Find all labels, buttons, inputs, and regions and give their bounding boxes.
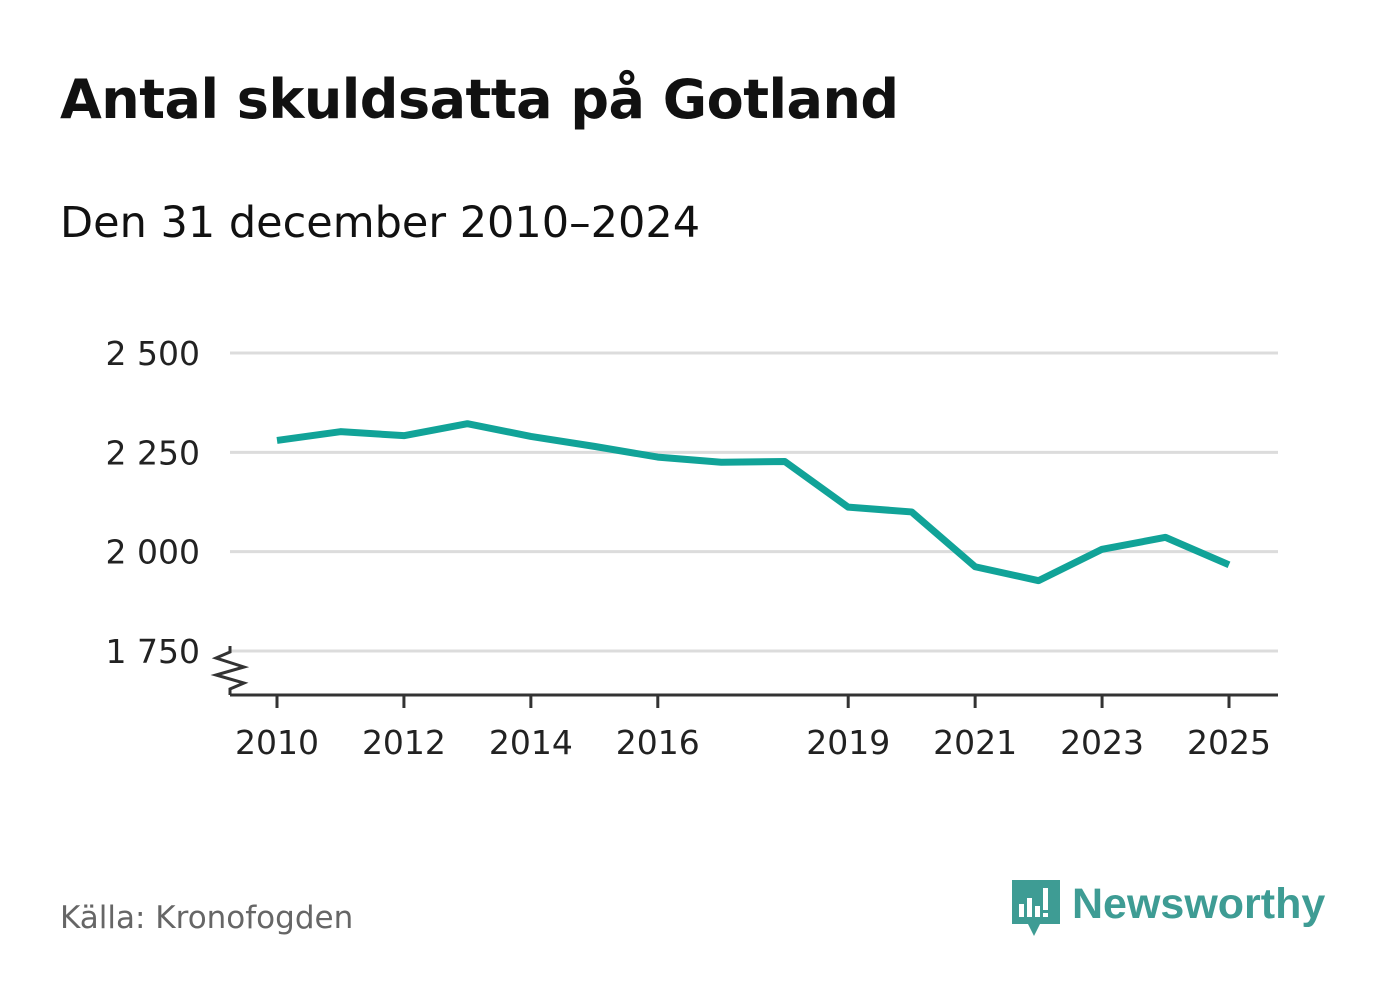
axis-break-icon	[210, 646, 250, 695]
x-tick-label: 2016	[616, 723, 700, 762]
data-point-2016	[654, 454, 661, 461]
data-point-2015	[591, 443, 598, 450]
y-tick-label: 2 500	[106, 334, 200, 373]
x-tick-label: 2019	[806, 723, 890, 762]
data-point-2019	[845, 504, 852, 511]
x-tick-label: 2012	[362, 723, 446, 762]
source-note: Källa: Kronofogden	[60, 900, 354, 936]
data-point-2018	[781, 458, 788, 465]
data-point-2020	[908, 508, 915, 515]
data-point-2014	[527, 433, 534, 440]
data-point-2023	[1099, 546, 1106, 553]
y-tick-label: 1 750	[106, 632, 200, 671]
data-point-2022	[1035, 577, 1042, 584]
x-tick-label: 2014	[489, 723, 573, 762]
data-point-2010	[274, 437, 281, 444]
chart-subtitle: Den 31 december 2010–2024	[60, 198, 701, 248]
axes	[210, 646, 1278, 708]
grid-lines	[230, 351, 1278, 653]
newsworthy-logo-icon	[1012, 880, 1060, 936]
x-tick-label: 2023	[1060, 723, 1144, 762]
data-point-2025	[1226, 561, 1233, 568]
data-point-2024	[1162, 534, 1169, 541]
series-line	[276, 420, 1231, 585]
x-tick-labels: 2010 2012 2014 2016 2019 2021 2023 2025	[235, 723, 1271, 762]
y-tick-label: 2 250	[106, 433, 200, 472]
x-tick-label: 2021	[933, 723, 1017, 762]
y-tick-labels: 1 750 2 000 2 250 2 500	[106, 334, 200, 671]
data-point-2021	[972, 563, 979, 570]
x-tick-label: 2010	[235, 723, 319, 762]
data-point-2013	[464, 420, 471, 427]
data-point-2017	[718, 459, 725, 466]
brand-logo: Newsworthy	[1010, 878, 1325, 942]
y-tick-label: 2 000	[106, 533, 200, 572]
data-point-2012	[400, 432, 407, 439]
chart-title: Antal skuldsatta på Gotland	[60, 68, 899, 131]
series-lines	[274, 420, 1233, 585]
brand-name: Newsworthy	[1072, 880, 1326, 928]
data-point-2011	[337, 428, 344, 435]
x-tick-label: 2025	[1187, 723, 1271, 762]
